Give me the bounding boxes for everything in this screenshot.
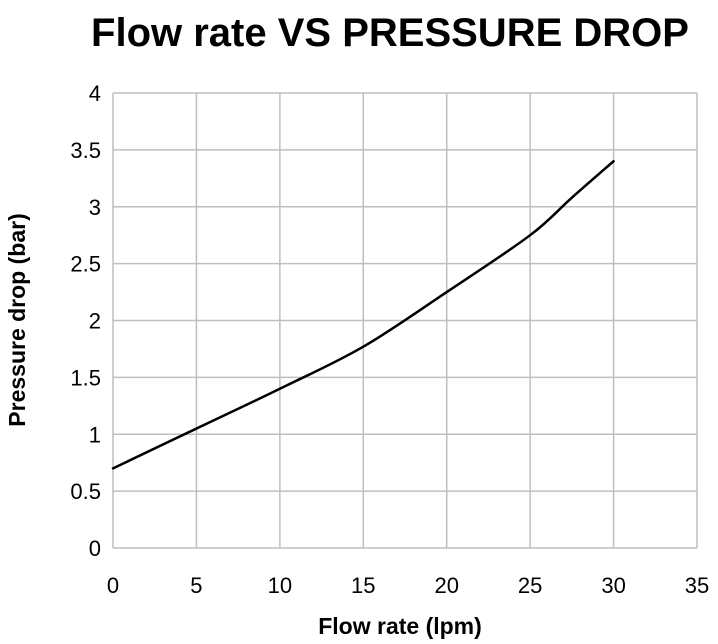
x-tick-label: 25: [518, 573, 542, 598]
y-tick-label: 3.5: [70, 138, 101, 163]
y-tick-label: 1: [89, 422, 101, 447]
x-axis-label: Flow rate (lpm): [318, 613, 482, 639]
chart-title: Flow rate VS PRESSURE DROP: [91, 11, 689, 55]
x-tick-label: 20: [434, 573, 458, 598]
y-tick-label: 0: [89, 536, 101, 561]
y-axis-ticks: 0 0.5 1 1.5 2 2.5 3 3.5 4: [70, 81, 101, 561]
series-line: [111, 160, 615, 470]
x-tick-label: 15: [351, 573, 375, 598]
y-tick-label: 3: [89, 195, 101, 220]
y-tick-label: 2.5: [70, 252, 101, 277]
y-tick-label: 4: [89, 81, 101, 106]
series-group: [111, 160, 615, 470]
x-axis-ticks: 0 5 10 15 20 25 30 35: [107, 573, 709, 598]
x-tick-label: 5: [190, 573, 202, 598]
y-tick-label: 2: [89, 309, 101, 334]
x-tick-label: 35: [685, 573, 709, 598]
x-tick-label: 30: [601, 573, 625, 598]
x-tick-label: 0: [107, 573, 119, 598]
y-tick-label: 1.5: [70, 365, 101, 390]
y-tick-label: 0.5: [70, 479, 101, 504]
x-tick-label: 10: [268, 573, 292, 598]
y-axis-label: Pressure drop (bar): [4, 213, 30, 426]
